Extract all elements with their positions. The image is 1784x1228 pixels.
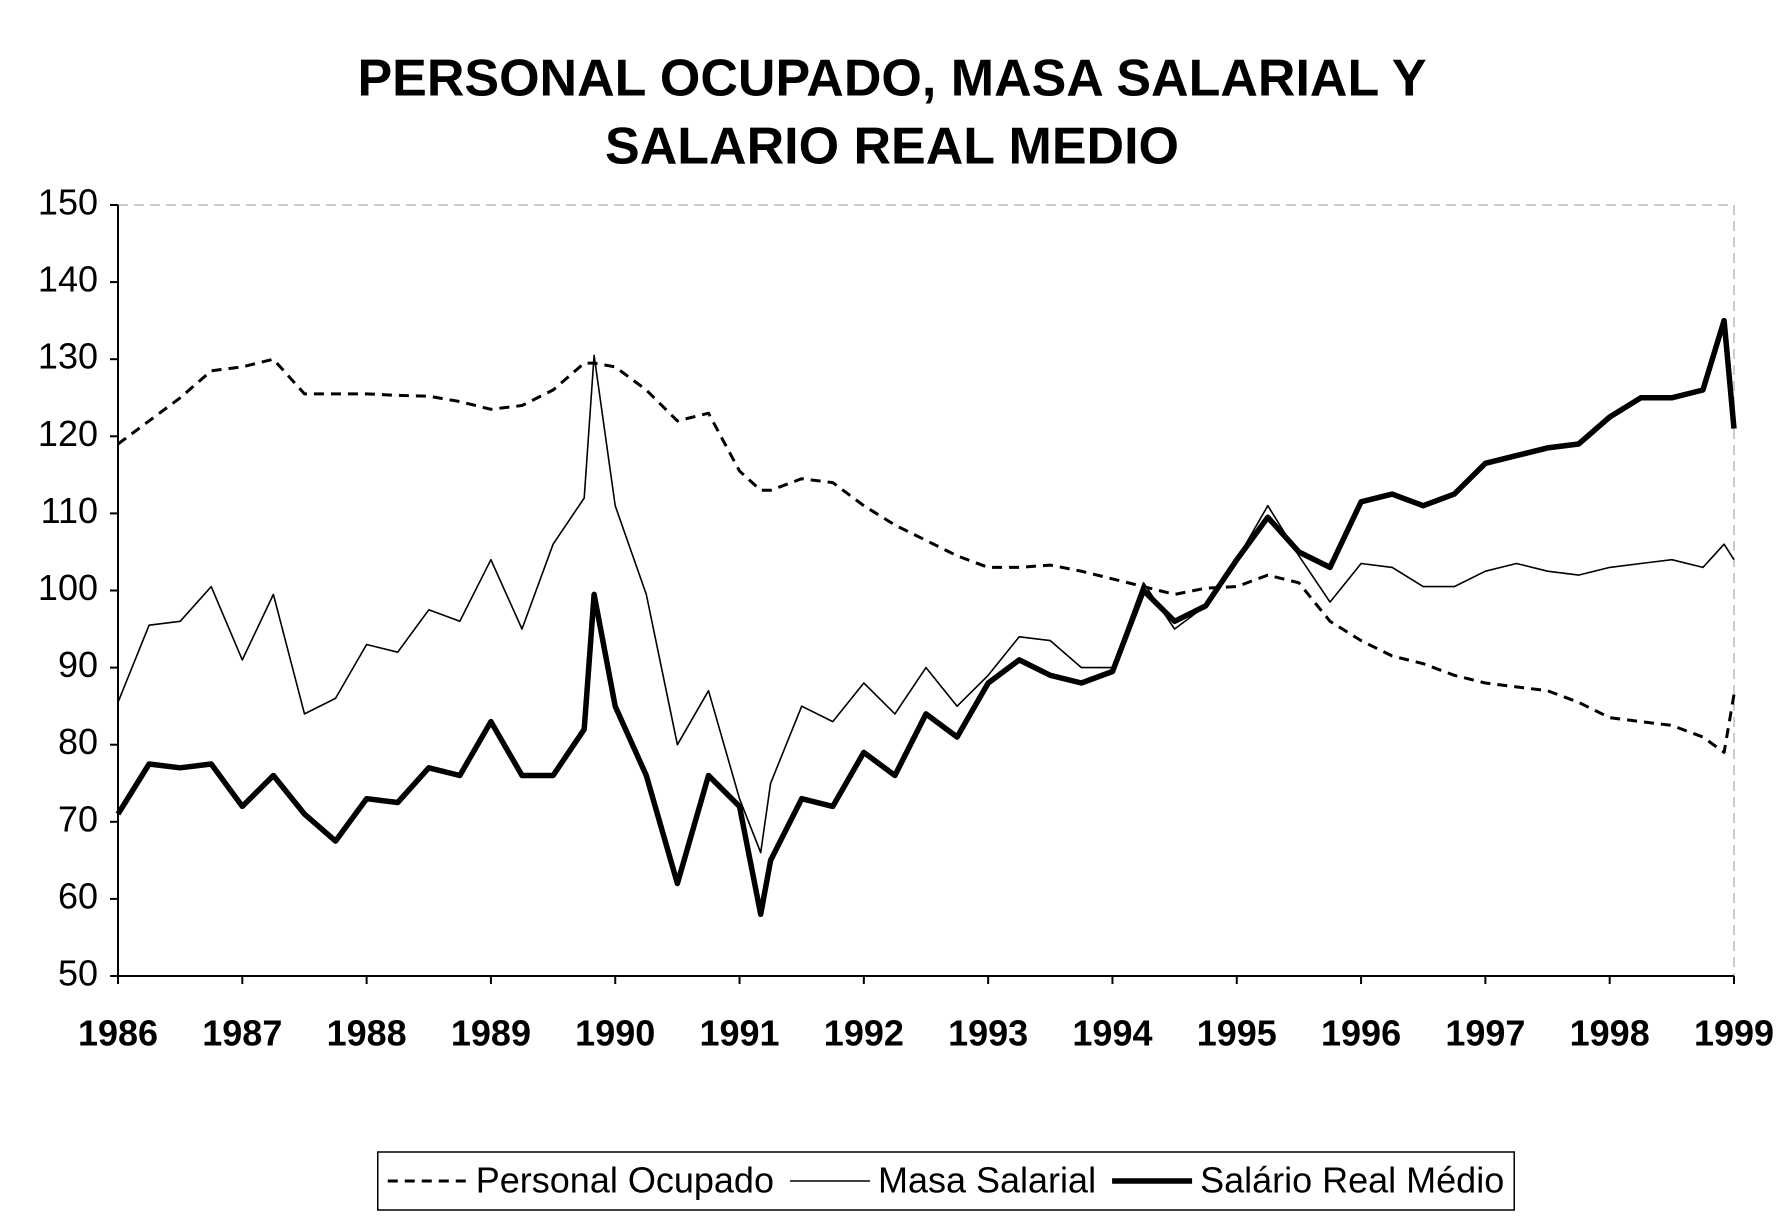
x-tick-label: 1989 <box>451 1013 531 1054</box>
legend-box <box>377 1151 1515 1211</box>
x-tick-label: 1993 <box>948 1013 1028 1054</box>
y-tick-label: 100 <box>38 567 98 608</box>
x-tick-label: 1991 <box>699 1013 779 1054</box>
series-line <box>117 357 1736 754</box>
chart-title: SALARIO REAL MEDIO <box>605 118 1179 176</box>
y-tick-label: 150 <box>38 182 98 223</box>
x-tick-label: 1990 <box>575 1013 655 1054</box>
legend-label: Personal Ocupado <box>476 1160 774 1201</box>
series-line <box>115 317 1737 918</box>
x-tick-label: 1987 <box>202 1013 282 1054</box>
x-tick-label: 1995 <box>1197 1013 1277 1054</box>
legend-label: Salário Real Médio <box>1200 1160 1504 1201</box>
chart-title: PERSONAL OCUPADO, MASA SALARIAL Y <box>358 50 1427 108</box>
legend-label: Masa Salarial <box>878 1160 1096 1201</box>
y-tick-label: 90 <box>58 644 98 685</box>
x-tick-label: 1996 <box>1321 1013 1401 1054</box>
x-tick-label: 1994 <box>1072 1013 1152 1054</box>
x-tick-label: 1986 <box>78 1013 158 1054</box>
y-tick-label: 120 <box>38 413 98 454</box>
y-tick-label: 70 <box>58 798 98 839</box>
y-tick-label: 130 <box>38 336 98 377</box>
y-tick-label: 80 <box>58 721 98 762</box>
x-tick-label: 1998 <box>1570 1013 1650 1054</box>
x-tick-label: 1999 <box>1694 1013 1774 1054</box>
y-tick-label: 110 <box>41 490 98 531</box>
x-tick-label: 1992 <box>824 1013 904 1054</box>
y-tick-label: 50 <box>58 953 98 994</box>
x-tick-label: 1988 <box>327 1013 407 1054</box>
y-tick-label: 60 <box>58 875 98 916</box>
y-tick-label: 140 <box>38 259 98 300</box>
x-tick-label: 1997 <box>1445 1013 1525 1054</box>
series-line <box>117 354 1735 854</box>
